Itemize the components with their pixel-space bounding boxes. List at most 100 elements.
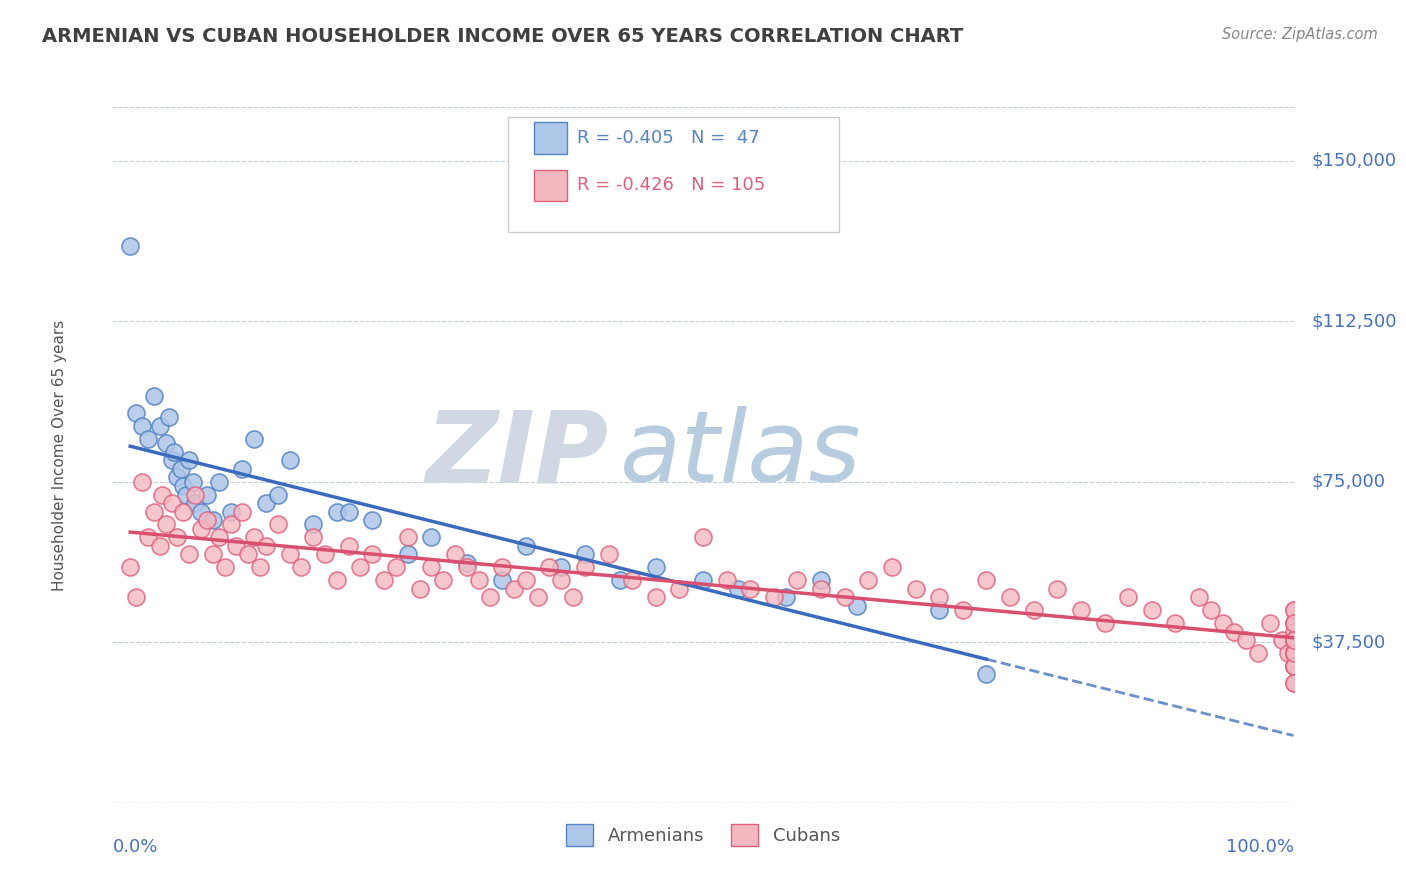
Point [225,539,247,553]
Point [170,462,193,476]
Point [278,548,301,562]
Point [1282,658,1305,673]
Point [644,591,666,605]
Text: $150,000: $150,000 [1312,152,1396,169]
Point [142,389,165,403]
Point [1271,633,1294,648]
FancyBboxPatch shape [508,118,839,232]
Point [163,444,186,458]
Point [131,419,153,434]
Point [408,582,430,596]
Text: Source: ZipAtlas.com: Source: ZipAtlas.com [1222,27,1378,42]
Point [1282,676,1305,690]
Point [231,462,253,476]
Point [136,432,159,446]
Point [184,496,207,510]
Point [172,479,194,493]
Point [562,591,585,605]
Point [928,603,950,617]
Point [420,530,443,544]
Point [692,530,714,544]
Point [190,522,212,536]
Point [880,560,903,574]
Point [166,530,188,544]
Point [692,573,714,587]
Point [1234,633,1257,648]
Point [1116,591,1139,605]
Point [290,560,312,574]
Point [142,505,165,519]
Point [201,548,224,562]
Point [120,560,142,574]
Point [1282,646,1305,660]
Point [157,410,180,425]
Point [278,453,301,467]
Point [201,513,224,527]
Point [243,530,266,544]
Point [1199,603,1222,617]
Point [1282,615,1305,630]
Point [1282,646,1305,660]
Point [385,560,408,574]
Point [904,582,927,596]
Point [1282,603,1305,617]
Point [219,517,242,532]
Point [373,573,395,587]
Point [515,573,537,587]
Point [1282,676,1305,690]
Point [1277,646,1299,660]
Point [574,548,596,562]
Point [762,591,785,605]
Point [526,591,548,605]
Text: ZIP: ZIP [426,407,609,503]
Text: R = -0.426   N = 105: R = -0.426 N = 105 [576,177,765,194]
Point [456,560,478,574]
Point [254,539,277,553]
Point [1223,624,1246,639]
Point [219,505,242,519]
Point [467,573,489,587]
Point [775,591,797,605]
Text: $112,500: $112,500 [1312,312,1396,330]
Text: 0.0%: 0.0% [112,838,157,855]
Point [1046,582,1069,596]
Text: Householder Income Over 65 years: Householder Income Over 65 years [52,319,67,591]
Point [432,573,454,587]
Point [491,573,513,587]
Text: 100.0%: 100.0% [1226,838,1294,855]
Point [1282,646,1305,660]
Point [166,470,188,484]
Point [160,496,183,510]
Point [214,560,236,574]
Point [503,582,526,596]
Point [1140,603,1163,617]
Point [928,591,950,605]
Point [727,582,749,596]
Point [1247,646,1270,660]
Point [810,582,832,596]
Point [716,573,738,587]
Point [1212,615,1234,630]
Point [150,487,173,501]
Point [125,591,148,605]
Point [125,406,148,420]
Legend: Armenians, Cubans: Armenians, Cubans [558,816,848,853]
Point [810,573,832,587]
Point [515,539,537,553]
Point [190,505,212,519]
FancyBboxPatch shape [534,169,567,201]
Point [267,517,290,532]
Text: $75,000: $75,000 [1312,473,1385,491]
Point [179,548,201,562]
Point [361,513,384,527]
Point [155,517,177,532]
Point [249,560,271,574]
Point [136,530,159,544]
Point [1094,615,1116,630]
Point [444,548,467,562]
Point [550,573,572,587]
Point [131,475,153,489]
Point [179,453,201,467]
Point [238,548,260,562]
Point [1188,591,1211,605]
